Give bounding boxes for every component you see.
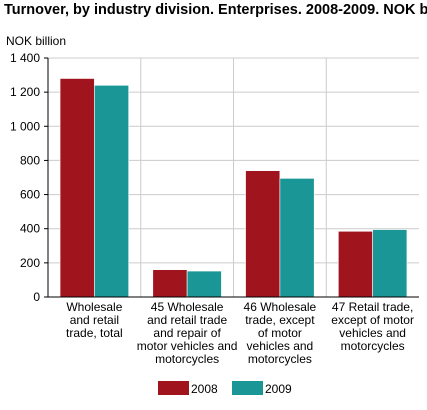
y-tick-label: 200	[20, 256, 40, 270]
bar-2009	[186, 270, 222, 298]
x-axis-categories: Wholesale and retail trade, total 45 Wholes…	[66, 300, 414, 366]
legend: 2008 2009	[158, 381, 292, 396]
bar-2009	[279, 178, 315, 298]
legend-label-2009: 2009	[265, 382, 292, 396]
bar-2009	[94, 85, 129, 298]
axes	[44, 57, 419, 298]
x-category-label: 47 Retail trade, except of motor vehicles …	[331, 300, 414, 353]
y-tick-label: 0	[33, 290, 40, 304]
bar-2009	[372, 229, 408, 298]
y-tick-label: 1 000	[10, 119, 40, 133]
legend-label-2008: 2008	[191, 382, 218, 396]
x-category-label: 46 Wholesale trade, except of motor vehicle…	[244, 300, 317, 366]
y-axis-label: NOK billion	[6, 34, 66, 48]
bar-2008	[245, 170, 281, 298]
bar-2008	[59, 78, 95, 298]
y-tick-label: 1 200	[10, 85, 40, 99]
legend-swatch-2008	[158, 381, 189, 395]
legend-swatch-2009	[232, 381, 263, 395]
x-category-label: Wholesale and retail trade, total	[66, 300, 123, 340]
bars	[59, 78, 408, 298]
bar-2008	[152, 269, 188, 298]
x-category-label: 45 Wholesale and retail trade and repair o…	[137, 300, 238, 366]
bar-2008	[338, 230, 373, 298]
y-tick-label: 400	[20, 222, 40, 236]
y-tick-label: 800	[20, 153, 40, 167]
y-tick-label: 1 400	[10, 51, 40, 65]
y-axis-ticks: 0 200 400 600 800 1 000 1 200 1 400	[10, 51, 40, 304]
y-tick-label: 600	[20, 188, 40, 202]
chart-title: Turnover, by industry division. Enterpri…	[4, 2, 427, 18]
